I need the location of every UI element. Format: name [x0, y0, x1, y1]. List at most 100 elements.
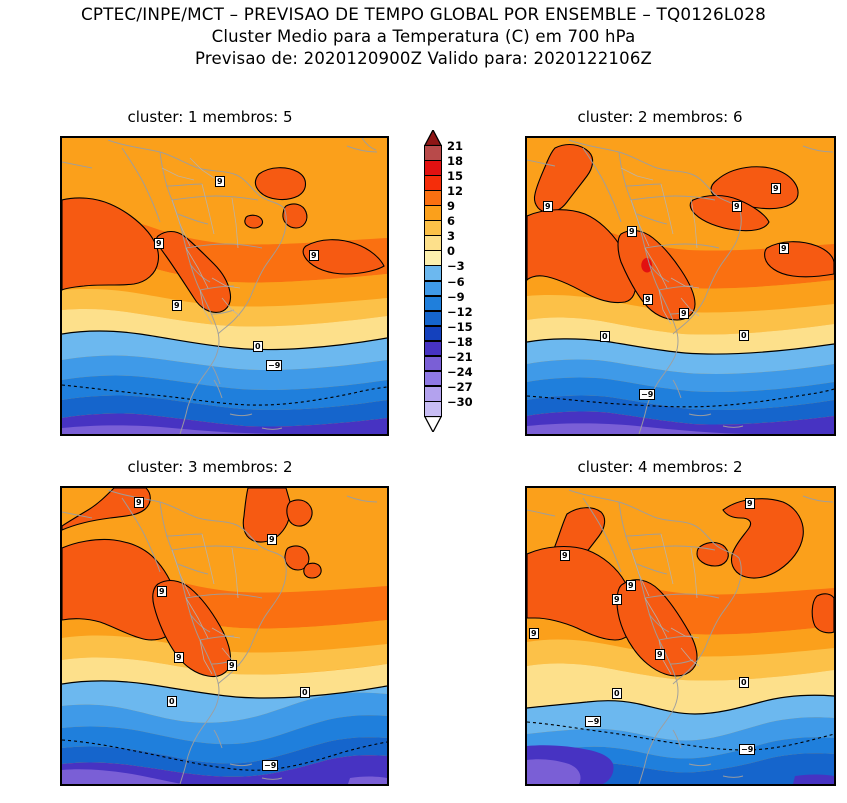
y-axis-tick-mark — [60, 567, 62, 569]
y-axis-tick-mark — [525, 377, 527, 379]
plot-area-cluster-2: 9 9 9 9 9 9 9 0 0 −9 15N10N5NEQ5S10S15S2… — [525, 136, 836, 436]
y-axis-tick-mark — [525, 527, 527, 529]
y-axis-tick-mark — [525, 317, 527, 319]
colorbar-swatch — [424, 385, 442, 402]
colorbar-tick-label: −24 — [447, 364, 473, 379]
contour-label: 0 — [600, 331, 610, 342]
x-axis-tick-mark — [368, 434, 370, 436]
colorbar-top-arrow-icon — [424, 130, 442, 146]
x-axis-tick-mark — [569, 434, 571, 436]
y-axis-tick-mark — [60, 197, 62, 199]
contour-label: 0 — [167, 696, 177, 707]
contour-label: 9 — [227, 660, 237, 671]
x-axis-tick-mark — [816, 434, 818, 436]
colorbar-swatch — [424, 340, 442, 357]
contour-label: 9 — [529, 628, 539, 639]
y-axis-tick-mark — [525, 137, 527, 139]
x-axis-tick-mark — [569, 784, 571, 786]
y-axis-tick-mark — [525, 507, 527, 509]
y-axis-tick-mark — [60, 647, 62, 649]
y-axis-tick-mark — [60, 667, 62, 669]
y-axis-tick-mark — [60, 727, 62, 729]
contour-label: 9 — [154, 238, 164, 249]
x-axis-tick-mark — [368, 784, 370, 786]
contour-label: 9 — [745, 498, 755, 509]
y-axis-tick-mark — [525, 647, 527, 649]
contour-label: 9 — [560, 550, 570, 561]
panel-cluster-2: cluster: 2 membros: 6 — [495, 108, 847, 453]
contour-map-cluster-1 — [62, 138, 387, 434]
panel-title-cluster-3: cluster: 3 membros: 2 — [127, 458, 293, 476]
y-axis-tick-mark — [60, 707, 62, 709]
colorbar-swatch — [424, 250, 442, 267]
contour-label: 9 — [679, 308, 689, 319]
header-line-variable: Cluster Medio para a Temperatura (C) em … — [211, 27, 636, 46]
header-line-model: CPTEC/INPE/MCT – PREVISAO DE TEMPO GLOBA… — [80, 4, 767, 24]
contour-label: 9 — [134, 497, 144, 508]
colorbar-tick-label: 15 — [447, 169, 464, 184]
panel-cluster-3: cluster: 3 membros: 2 — [30, 458, 390, 803]
contour-label: 9 — [732, 201, 742, 212]
x-axis-tick-mark — [218, 784, 220, 786]
contour-label: 9 — [771, 183, 781, 194]
x-axis-tick-mark — [330, 784, 332, 786]
y-axis-tick-mark — [525, 177, 527, 179]
y-axis-tick-mark — [60, 157, 62, 159]
y-axis-tick-mark — [525, 157, 527, 159]
contour-label: 9 — [643, 294, 653, 305]
y-axis-tick-mark — [525, 767, 527, 769]
x-axis-tick-mark — [293, 784, 295, 786]
contour-label: 9 — [174, 652, 184, 663]
colorbar-swatch — [424, 190, 442, 206]
colorbar-swatch — [424, 310, 442, 327]
page-header: CPTEC/INPE/MCT – PREVISAO DE TEMPO GLOBA… — [0, 0, 847, 68]
y-axis-tick-mark — [525, 547, 527, 549]
x-axis-tick-mark — [293, 434, 295, 436]
y-axis-tick-mark — [60, 417, 62, 419]
colorbar-swatch — [424, 355, 442, 372]
contour-map-cluster-3 — [62, 488, 387, 784]
y-axis-tick-mark — [525, 487, 527, 489]
contour-label: 0 — [612, 688, 622, 699]
panel-title-cluster-4: cluster: 4 membros: 2 — [577, 458, 743, 476]
y-axis-tick-mark — [525, 337, 527, 339]
x-axis-tick-mark — [256, 784, 258, 786]
colorbar-swatch — [424, 295, 442, 312]
plot-area-cluster-3: 9 9 9 9 9 0 0 −9 15N10N5NEQ5S10S15S20S25… — [60, 486, 389, 786]
colorbar-tick-label: −6 — [447, 274, 465, 289]
colorbar-tick-label: 6 — [447, 214, 456, 229]
colorbar-swatch — [424, 205, 442, 221]
x-axis-tick-mark — [144, 434, 146, 436]
colorbar-tick-label: −18 — [447, 334, 473, 349]
x-axis-tick-mark — [533, 434, 535, 436]
x-axis-tick-mark — [710, 434, 712, 436]
contour-label: −9 — [739, 744, 756, 755]
y-axis-tick-mark — [60, 297, 62, 299]
y-axis-tick-mark — [525, 257, 527, 259]
contour-label: 9 — [655, 649, 665, 660]
contour-label: 9 — [172, 300, 182, 311]
contour-svg-2 — [527, 138, 834, 434]
contour-label: 9 — [267, 534, 277, 545]
y-axis-tick-mark — [525, 747, 527, 749]
y-axis-tick-mark — [60, 277, 62, 279]
y-axis-tick-mark — [525, 727, 527, 729]
y-axis-tick-mark — [525, 587, 527, 589]
x-axis-tick-mark — [816, 784, 818, 786]
y-axis-tick-mark — [60, 397, 62, 399]
y-axis-tick-mark — [60, 377, 62, 379]
contour-label: 9 — [543, 201, 553, 212]
x-axis-tick-mark — [604, 784, 606, 786]
colorbar-tick-label: 9 — [447, 199, 456, 214]
contour-map-cluster-2 — [527, 138, 834, 434]
y-axis-tick-mark — [525, 357, 527, 359]
contour-svg-3 — [62, 488, 387, 784]
contour-label: 9 — [215, 176, 225, 187]
contour-label: 0 — [253, 341, 263, 352]
y-axis-tick-mark — [60, 507, 62, 509]
x-axis-tick-mark — [604, 434, 606, 436]
y-axis-tick-mark — [525, 397, 527, 399]
y-axis-tick-mark — [525, 197, 527, 199]
colorbar-swatch — [424, 220, 442, 236]
colorbar-tick-label: 3 — [447, 229, 456, 244]
